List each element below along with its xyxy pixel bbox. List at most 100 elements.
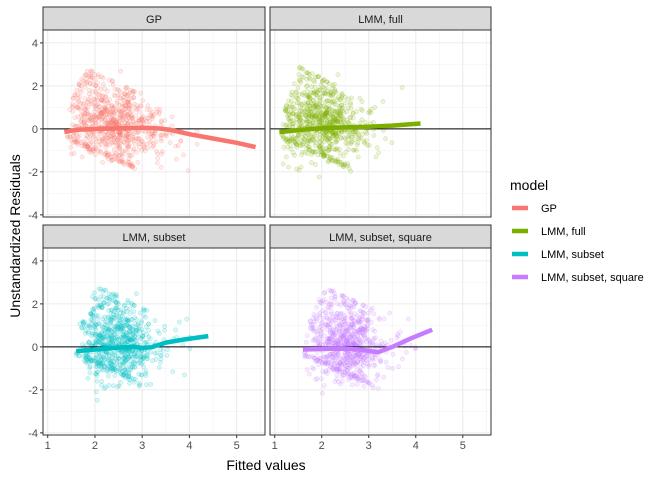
data-point xyxy=(158,165,164,170)
data-point xyxy=(341,135,347,140)
data-point xyxy=(340,294,346,299)
data-point xyxy=(334,117,340,123)
data-point xyxy=(99,336,104,342)
data-point xyxy=(158,118,164,124)
data-point xyxy=(304,106,310,112)
data-point xyxy=(105,314,111,320)
data-point xyxy=(286,111,292,117)
data-point xyxy=(124,318,130,324)
data-point xyxy=(344,117,350,123)
data-point xyxy=(134,327,140,333)
data-point xyxy=(78,100,84,106)
data-point xyxy=(109,351,115,357)
data-point xyxy=(344,324,350,330)
data-point xyxy=(324,310,329,315)
data-point xyxy=(359,319,364,325)
data-point xyxy=(117,144,123,150)
data-point xyxy=(361,332,366,338)
data-point xyxy=(78,87,83,92)
data-point xyxy=(303,120,309,125)
data-point xyxy=(101,354,107,360)
data-point xyxy=(91,314,97,320)
data-point xyxy=(395,333,401,339)
data-point xyxy=(121,140,127,145)
data-point xyxy=(334,367,340,372)
data-point xyxy=(315,87,321,93)
data-point xyxy=(141,142,147,148)
data-point xyxy=(130,163,136,168)
data-point xyxy=(100,367,106,373)
data-point xyxy=(120,139,126,145)
data-point xyxy=(129,375,134,381)
data-point xyxy=(307,71,312,77)
data-point xyxy=(365,380,371,386)
data-point xyxy=(88,68,94,74)
data-point xyxy=(107,360,113,366)
data-point xyxy=(345,141,350,147)
data-point xyxy=(307,97,312,103)
data-point xyxy=(98,86,104,92)
data-point xyxy=(100,362,105,368)
data-point xyxy=(111,293,117,299)
data-point xyxy=(309,114,315,119)
data-point xyxy=(293,135,299,141)
data-point xyxy=(99,304,105,310)
data-point xyxy=(123,358,129,363)
data-point xyxy=(370,357,376,363)
data-point xyxy=(108,118,114,123)
data-point xyxy=(309,109,315,115)
data-point xyxy=(339,333,345,339)
data-point xyxy=(137,117,143,123)
data-point xyxy=(318,152,324,158)
data-point xyxy=(338,317,344,322)
data-point xyxy=(334,338,340,344)
data-point xyxy=(324,104,329,110)
data-point xyxy=(116,102,122,108)
data-point xyxy=(334,112,340,118)
data-point xyxy=(84,356,89,362)
data-point xyxy=(112,353,118,358)
data-point xyxy=(361,357,367,363)
data-point xyxy=(93,364,99,369)
data-point xyxy=(110,115,115,121)
data-point xyxy=(76,82,82,88)
data-point xyxy=(104,352,110,357)
data-point xyxy=(321,354,326,360)
data-point xyxy=(330,119,336,125)
data-point xyxy=(325,360,331,365)
data-point xyxy=(83,328,89,333)
data-point xyxy=(126,373,132,379)
data-point xyxy=(96,286,102,292)
data-point xyxy=(136,383,142,389)
data-point xyxy=(101,294,107,300)
data-point xyxy=(351,339,356,345)
data-point xyxy=(98,148,103,154)
data-point xyxy=(178,138,184,144)
data-point xyxy=(169,114,175,120)
data-point xyxy=(349,139,355,145)
data-point xyxy=(80,320,86,325)
data-point xyxy=(115,137,120,143)
data-point xyxy=(288,137,294,143)
data-point xyxy=(333,113,339,119)
data-point xyxy=(375,372,381,378)
data-point xyxy=(353,320,358,326)
data-point xyxy=(314,114,319,120)
data-point xyxy=(67,107,73,113)
data-point xyxy=(357,356,363,362)
data-point xyxy=(340,331,346,337)
data-point xyxy=(353,132,358,137)
data-point xyxy=(296,111,302,117)
legend-entry: LMM, subset, square xyxy=(510,268,644,286)
data-point xyxy=(83,359,89,365)
data-point xyxy=(351,374,357,380)
data-point xyxy=(326,301,332,307)
data-point xyxy=(367,381,372,387)
data-point xyxy=(332,317,338,323)
data-point xyxy=(413,345,419,351)
data-point xyxy=(110,366,115,372)
data-point xyxy=(148,349,154,355)
data-point xyxy=(109,341,114,346)
data-point xyxy=(123,370,129,376)
data-point xyxy=(332,295,338,300)
